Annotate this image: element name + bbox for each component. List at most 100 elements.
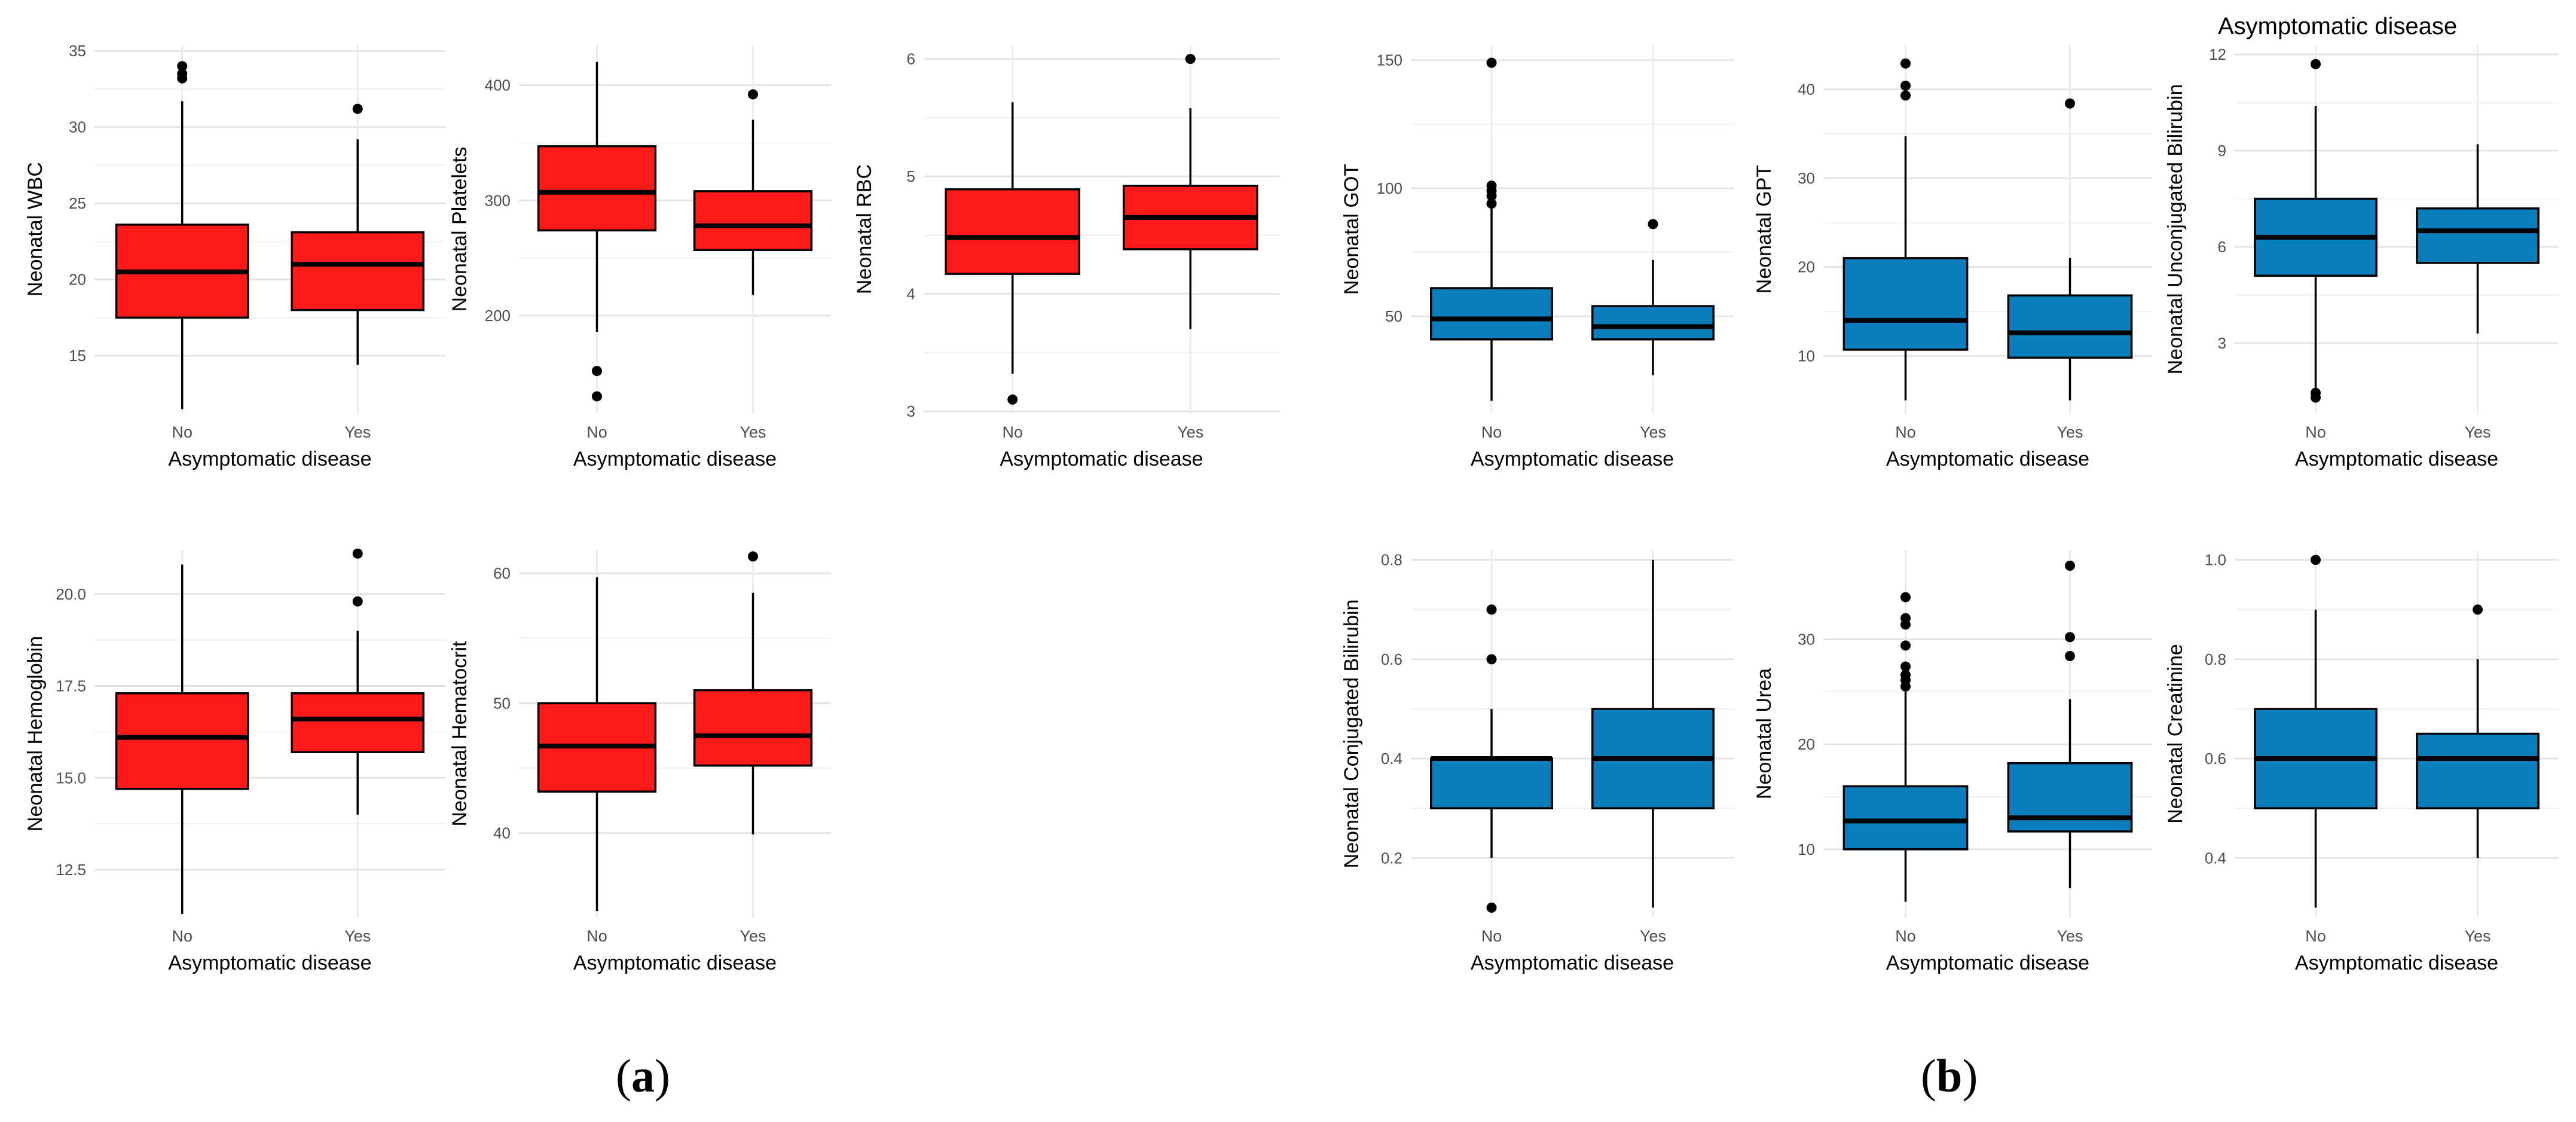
y-tick-label: 35 <box>69 42 86 60</box>
x-tick-label: No <box>2305 423 2326 441</box>
iqr-box <box>2416 732 2540 809</box>
y-tick-label: 100 <box>1377 179 1402 197</box>
outlier-point <box>592 391 602 402</box>
box-no <box>2254 59 2378 403</box>
outlier-point <box>1900 58 1911 69</box>
y-axis-title: Neonatal Creatinine <box>2164 644 2187 824</box>
y-tick-label: 25 <box>69 194 86 212</box>
y-tick-label: 50 <box>1385 307 1402 325</box>
boxplot-panel-8: 3 6 9 12 No Yes Asymptomatic disease Neonatal U… <box>2164 45 2559 470</box>
y-tick-label: 1.0 <box>2205 551 2226 569</box>
y-tick-label: 6 <box>2218 238 2226 256</box>
x-tick-label: Yes <box>2464 927 2491 945</box>
x-axis-title: Asymptomatic disease <box>1886 952 2089 974</box>
x-tick-label: No <box>1895 423 1916 441</box>
x-axis-title: Asymptomatic disease <box>168 448 371 470</box>
x-tick-label: No <box>172 927 192 945</box>
x-tick-label: No <box>586 927 607 945</box>
y-axis-title: Neonatal Hemoglobin <box>24 636 47 831</box>
y-axis-title: Neonatal Conjugated Bilirubin <box>1340 600 1363 869</box>
iqr-box <box>1591 305 1715 341</box>
iqr-box <box>2007 762 2133 833</box>
box-yes <box>1591 560 1715 908</box>
outlier-point <box>1007 394 1018 405</box>
y-tick-label: 20 <box>69 271 86 289</box>
x-tick-label: No <box>1895 927 1916 945</box>
boxplot-panel-2: 200 300 400 No Yes Asymptomatic disease Neonat… <box>448 45 831 470</box>
x-axis-title: Asymptomatic disease <box>1471 448 1674 470</box>
box-no <box>1430 57 1553 401</box>
y-tick-label: 30 <box>69 118 86 136</box>
y-axis-title: Neonatal Urea <box>1753 668 1776 799</box>
y-tick-label: 12 <box>2209 45 2226 63</box>
box-yes <box>1591 219 1715 375</box>
y-tick-label: 9 <box>2218 142 2226 160</box>
outlier-point <box>352 548 363 559</box>
panel-label-a: (a) <box>616 1050 670 1102</box>
y-tick-label: 5 <box>907 167 915 185</box>
y-tick-label: 12.5 <box>56 861 86 879</box>
iqr-box <box>1430 757 1553 809</box>
x-tick-label: No <box>1002 423 1023 441</box>
y-tick-label: 10 <box>1798 840 1815 858</box>
y-tick-label: 3 <box>2218 334 2226 352</box>
y-axis-title: Neonatal WBC <box>24 162 47 296</box>
x-axis-title: Asymptomatic disease <box>573 448 777 470</box>
y-tick-label: 150 <box>1377 51 1402 69</box>
outlier-point <box>2065 560 2075 571</box>
iqr-box <box>1430 287 1553 341</box>
panel-label-b: (b) <box>1921 1050 1978 1102</box>
y-tick-label: 40 <box>1798 80 1815 98</box>
outlier-point <box>1900 613 1911 623</box>
x-tick-label: No <box>586 423 607 441</box>
iqr-box <box>291 692 425 753</box>
y-tick-label: 3 <box>907 402 915 420</box>
iqr-box <box>115 692 249 790</box>
y-axis-title: Neonatal GOT <box>1340 164 1363 295</box>
box-no <box>115 564 249 914</box>
y-tick-label: 40 <box>493 824 511 842</box>
y-tick-label: 0.2 <box>1381 849 1402 867</box>
boxplot-panel-3: 3 4 5 6 No Yes Asymptomatic disease Neonatal RB… <box>853 45 1279 470</box>
x-tick-label: Yes <box>344 927 371 945</box>
iqr-box <box>1842 785 1969 851</box>
x-tick-label: Yes <box>344 423 371 441</box>
outlier-point <box>1900 640 1911 651</box>
boxplot-panel-5: 40 50 60 No Yes Asymptomatic disease Neonatal … <box>448 550 831 974</box>
box-no <box>945 102 1081 405</box>
y-tick-label: 30 <box>1798 169 1815 187</box>
outlier-point <box>1486 604 1497 615</box>
boxplot-panel-6: 50 100 150 No Yes Asymptomatic disease Neonata… <box>1340 45 1734 470</box>
outlier-point <box>2065 650 2075 661</box>
box-no <box>2254 555 2378 908</box>
box-yes <box>2416 604 2540 858</box>
outlier-point <box>592 366 602 377</box>
outlier-point <box>2473 604 2483 615</box>
box-no <box>537 577 657 912</box>
outlier-point <box>2065 98 2075 109</box>
x-tick-label: Yes <box>1640 423 1666 441</box>
y-tick-label: 200 <box>485 307 511 325</box>
y-tick-label: 20.0 <box>56 585 86 603</box>
box-yes <box>2007 560 2133 888</box>
x-axis-title: Asymptomatic disease <box>1471 952 1674 974</box>
outlier-point <box>1900 80 1911 91</box>
outlier-point <box>2311 555 2321 565</box>
y-axis-title: Neonatal Platelets <box>448 147 471 312</box>
outlier-point <box>2311 387 2321 398</box>
x-tick-label: Yes <box>1177 423 1203 441</box>
outlier-point <box>1185 54 1196 65</box>
x-tick-label: No <box>2305 927 2326 945</box>
x-tick-label: No <box>1481 423 1502 441</box>
y-tick-label: 300 <box>485 191 511 209</box>
x-tick-label: No <box>172 423 192 441</box>
outlier-point <box>2065 632 2075 643</box>
outlier-point <box>1486 198 1497 209</box>
y-tick-label: 20 <box>1798 258 1815 276</box>
outlier-point <box>1648 219 1658 230</box>
iqr-box <box>945 188 1081 275</box>
box-yes <box>693 551 813 834</box>
x-tick-label: Yes <box>740 423 766 441</box>
box-no <box>115 61 249 409</box>
